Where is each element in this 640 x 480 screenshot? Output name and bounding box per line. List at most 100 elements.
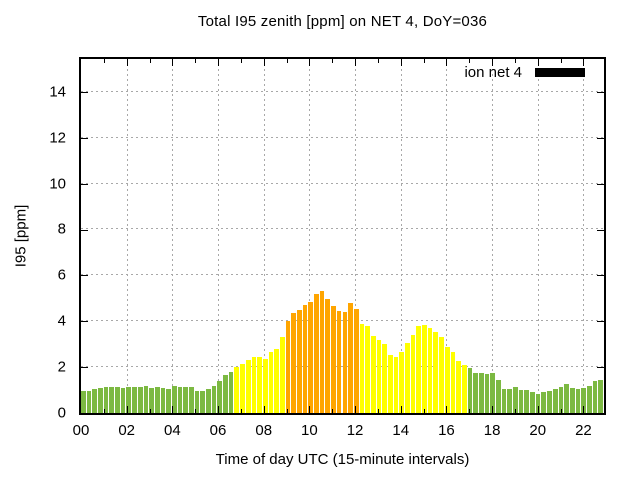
y-axis-label: I95 [ppm] (12, 204, 30, 268)
x-tic-top-9 (286, 59, 288, 63)
bar-18:45 (507, 388, 513, 413)
bar-08:15 (268, 352, 274, 413)
bar-05:30 (206, 388, 211, 413)
bar-19:15 (518, 390, 524, 413)
bar-11:30 (342, 312, 348, 413)
bar-07:15 (245, 360, 251, 413)
bar-10:30 (319, 291, 325, 413)
bar-06:15 (223, 375, 228, 413)
x-tic-top-2 (126, 59, 128, 66)
bar-18:00 (490, 372, 495, 413)
x-tic-bottom-12 (355, 406, 357, 413)
legend-label: ion net 4 (464, 64, 522, 81)
bar-13:00 (376, 339, 382, 413)
x-tic-bottom-19 (514, 409, 516, 413)
y-tic-left-10 (81, 183, 88, 185)
bar-14:45 (416, 325, 422, 413)
x-tic-bottom-9 (286, 409, 288, 413)
bar-02:15 (132, 387, 137, 413)
y-tic-left-6 (81, 275, 88, 277)
x-tic-bottom-15 (423, 409, 425, 413)
bar-07:00 (240, 363, 245, 413)
bar-03:00 (149, 387, 154, 413)
x-tick-label-06: 06 (209, 422, 227, 439)
x-gridline-14 (400, 59, 402, 413)
y-tic-right-12 (597, 137, 604, 139)
x-gridline-2 (126, 59, 128, 413)
x-gridline-6 (218, 59, 220, 413)
x-tick-label-08: 08 (255, 422, 273, 439)
bar-21:30 (569, 387, 575, 413)
y-tic-right-8 (597, 229, 604, 231)
x-tic-bottom-21 (560, 409, 562, 413)
bar-11:00 (331, 306, 336, 413)
bars-layer (81, 59, 604, 413)
y-tic-left-8 (81, 229, 88, 231)
y-tick-label-12: 12 (49, 129, 66, 147)
x-gridline-10 (309, 59, 311, 413)
bar-17:30 (478, 372, 484, 413)
y-tick-label-0: 0 (57, 404, 66, 422)
x-tic-top-21 (560, 59, 562, 63)
bar-20:00 (535, 393, 541, 413)
x-tic-bottom-7 (240, 409, 242, 413)
x-gridline-18 (492, 59, 494, 413)
x-tic-bottom-16 (446, 406, 448, 413)
chart-title: Total I95 zenith [ppm] on NET 4, DoY=036 (197, 13, 488, 30)
x-tic-top-16 (446, 59, 448, 66)
bar-08:30 (274, 348, 279, 413)
y-tick-label-6: 6 (57, 266, 66, 284)
bar-16:00 (444, 346, 450, 413)
bar-01:15 (109, 387, 115, 413)
bar-07:45 (257, 356, 262, 413)
x-gridline-4 (172, 59, 174, 413)
x-tic-top-4 (172, 59, 174, 66)
bar-04:15 (177, 387, 183, 413)
bar-11:45 (348, 302, 353, 413)
bar-16:45 (461, 364, 467, 413)
y-gridline-14 (81, 90, 604, 92)
x-tic-bottom-13 (377, 409, 379, 413)
y-gridline-12 (81, 136, 604, 138)
bar-10:15 (314, 293, 319, 413)
bar-20:15 (541, 391, 547, 413)
bar-17:45 (484, 374, 490, 413)
x-tic-top-22 (583, 59, 585, 66)
y-tic-left-12 (81, 137, 88, 139)
x-tic-top-10 (309, 59, 311, 66)
y-tic-right-6 (597, 275, 604, 277)
x-tick-label-02: 02 (118, 422, 136, 439)
y-gridline-8 (81, 228, 604, 230)
y-tick-label-14: 14 (49, 83, 66, 101)
x-gridline-8 (263, 59, 265, 413)
x-tic-top-17 (469, 59, 471, 63)
bar-00:30 (92, 388, 98, 413)
bar-01:45 (120, 387, 126, 413)
x-tic-top-19 (514, 59, 516, 63)
x-tick-label-04: 04 (164, 422, 181, 439)
bar-09:15 (291, 313, 296, 413)
bar-06:45 (234, 367, 240, 413)
y-tic-right-10 (597, 183, 604, 185)
bar-17:15 (473, 372, 478, 413)
bar-12:15 (359, 323, 365, 413)
bar-04:45 (189, 387, 194, 413)
bar-17:00 (467, 368, 473, 413)
bar-04:00 (171, 385, 177, 413)
bar-20:30 (547, 390, 552, 413)
bar-13:30 (387, 354, 393, 413)
x-tic-bottom-1 (103, 409, 105, 413)
x-gridline-16 (446, 59, 448, 413)
y-gridline-6 (81, 274, 604, 276)
x-tic-bottom-14 (400, 406, 402, 413)
x-tick-label-22: 22 (575, 422, 592, 439)
bar-00:15 (86, 391, 92, 413)
bar-19:30 (524, 390, 530, 413)
x-tic-bottom-10 (309, 406, 311, 413)
x-gridline-12 (355, 59, 357, 413)
bar-00:00 (81, 391, 86, 413)
bar-06:00 (217, 380, 223, 413)
x-tic-top-15 (423, 59, 425, 63)
x-tick-label-16: 16 (438, 422, 455, 439)
